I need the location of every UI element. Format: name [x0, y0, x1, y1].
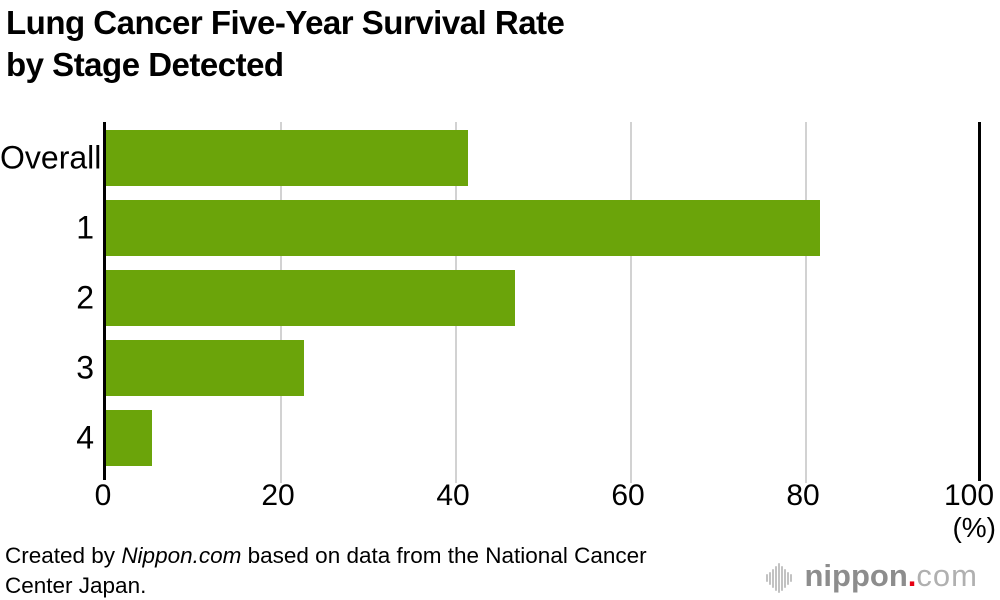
y-axis-label: 2: [76, 279, 94, 316]
credit-prefix: Created by: [5, 543, 122, 568]
x-axis-unit-label: (%): [952, 512, 996, 543]
gridline: [630, 122, 632, 483]
page-title-line1: Lung Cancer Five-Year Survival Rate: [6, 4, 565, 41]
gridline: [805, 122, 807, 483]
plot-area: [103, 122, 981, 483]
y-axis-label: 1: [76, 209, 94, 246]
x-tick-label: 60: [611, 479, 645, 512]
logo-tld: com: [916, 558, 978, 593]
y-axis-label: Overall: [0, 139, 102, 176]
y-axis-label: 3: [76, 349, 94, 386]
bar-3: [106, 340, 304, 396]
chart: (%) 0 20 40 60 80 100 Overall 1 2 3 4: [0, 118, 1000, 558]
axis-max-line: [978, 122, 981, 481]
logo-dot: .: [907, 558, 917, 593]
x-tick-label: 0: [94, 479, 112, 512]
nippon-logo: nippon . com: [765, 558, 979, 594]
x-tick-label: 80: [786, 479, 820, 512]
x-tick-label: 100: [943, 479, 995, 512]
credit-source: Nippon.com: [121, 543, 242, 568]
bar-overall: [106, 130, 469, 186]
bar-4: [106, 410, 152, 466]
y-axis-label: 4: [76, 419, 94, 456]
x-tick-label: 20: [261, 479, 295, 512]
credit-suffix: based on data from the National Cancer C…: [5, 543, 647, 598]
sound-wave-icon: [765, 563, 792, 593]
logo-name: nippon: [804, 558, 908, 593]
credit-text: Created by Nippon.com based on data from…: [5, 541, 685, 600]
page-title-line2: by Stage Detected: [6, 45, 284, 83]
bar-1: [106, 200, 820, 256]
page-title: Lung Cancer Five-Year Survival Rate by S…: [6, 2, 565, 86]
bar-2: [106, 270, 515, 326]
x-tick-label: 40: [436, 479, 470, 512]
